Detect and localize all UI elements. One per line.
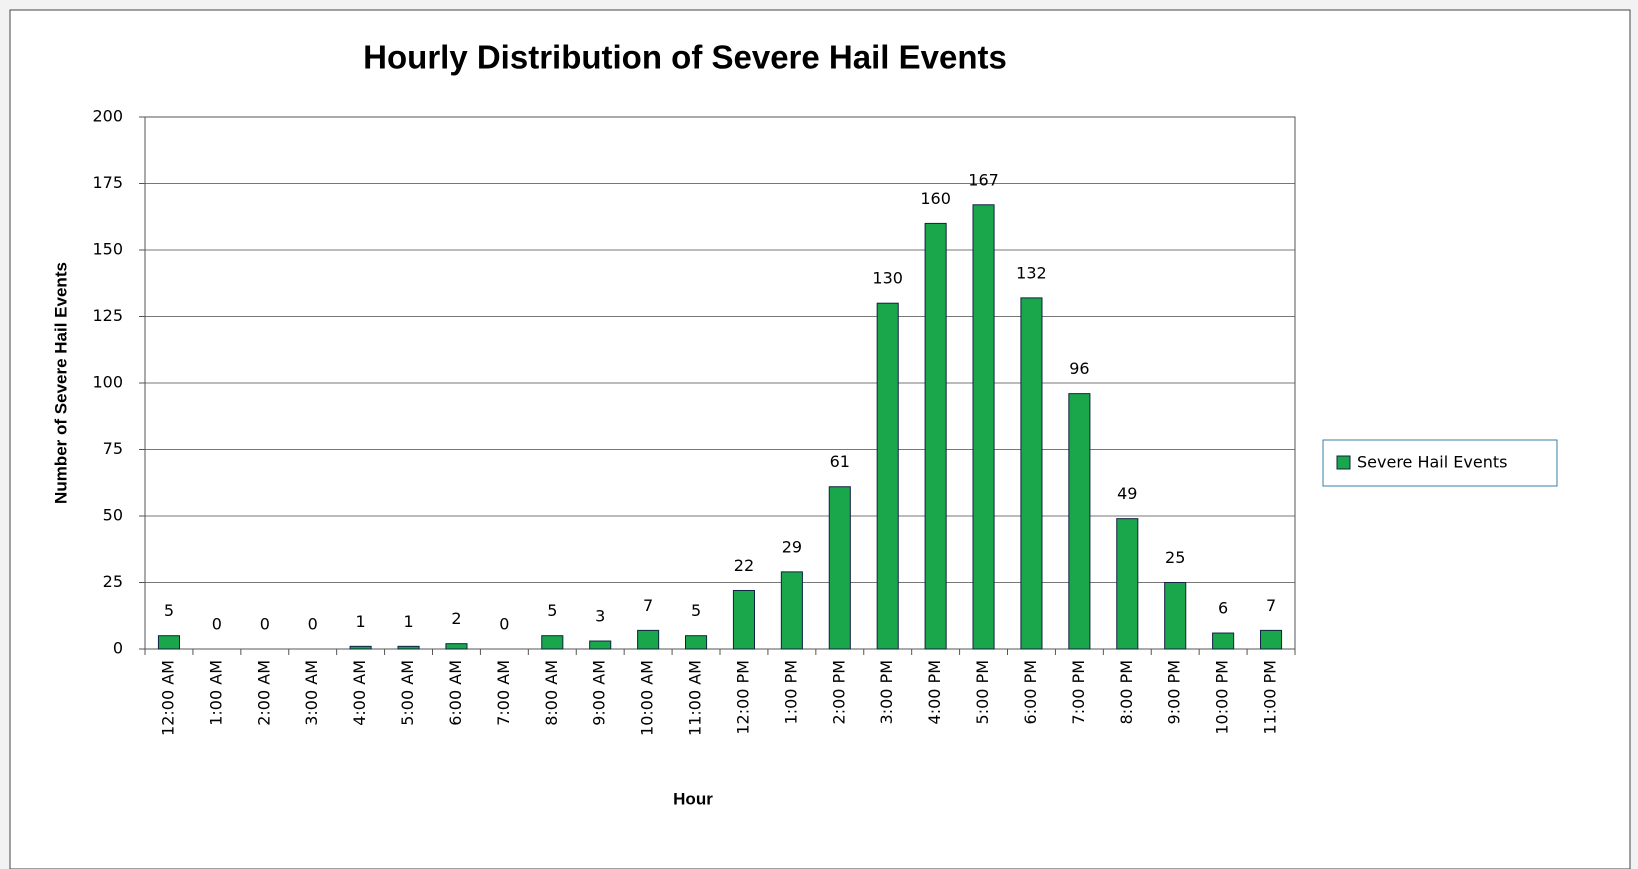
x-tick-label: 9:00 PM bbox=[1165, 660, 1184, 724]
chart-title: Hourly Distribution of Severe Hail Event… bbox=[363, 39, 1007, 76]
data-label: 7 bbox=[1266, 596, 1276, 615]
y-tick-label: 200 bbox=[92, 107, 123, 126]
x-tick-label: 2:00 PM bbox=[829, 660, 848, 724]
data-label: 160 bbox=[920, 189, 951, 208]
y-axis-title: Number of Severe Hail Events bbox=[51, 262, 70, 504]
data-label: 0 bbox=[212, 615, 222, 634]
x-tick-label: 4:00 PM bbox=[925, 660, 944, 724]
bar bbox=[445, 643, 468, 650]
x-tick-label: 7:00 AM bbox=[494, 660, 513, 726]
data-label: 0 bbox=[499, 615, 509, 634]
x-tick-label: 4:00 AM bbox=[350, 660, 369, 726]
bar bbox=[1020, 297, 1043, 650]
data-label: 1 bbox=[403, 612, 413, 631]
y-tick-label: 0 bbox=[113, 639, 123, 658]
bar bbox=[1212, 632, 1235, 650]
x-axis-title: Hour bbox=[673, 789, 713, 808]
y-tick-label: 150 bbox=[92, 240, 123, 259]
bar bbox=[924, 222, 947, 650]
legend-label: Severe Hail Events bbox=[1357, 453, 1507, 472]
x-tick-label: 8:00 AM bbox=[542, 660, 561, 726]
data-label: 7 bbox=[643, 596, 653, 615]
bar bbox=[1164, 582, 1187, 650]
data-label: 0 bbox=[260, 615, 270, 634]
data-label: 6 bbox=[1218, 599, 1228, 618]
x-tick-label: 2:00 AM bbox=[254, 660, 273, 726]
x-tick-label: 1:00 AM bbox=[206, 660, 225, 726]
data-label: 5 bbox=[547, 601, 557, 620]
x-tick-label: 8:00 PM bbox=[1117, 660, 1136, 724]
bar bbox=[685, 635, 708, 650]
legend-box bbox=[1322, 439, 1558, 487]
x-tick-label: 10:00 PM bbox=[1213, 660, 1232, 735]
data-label: 22 bbox=[734, 556, 754, 575]
data-label: 1 bbox=[356, 612, 366, 631]
x-tick-label: 12:00 PM bbox=[733, 660, 752, 735]
bar bbox=[157, 635, 181, 650]
bar bbox=[397, 645, 420, 650]
y-tick-label: 25 bbox=[103, 572, 123, 591]
y-tick-label: 100 bbox=[92, 373, 123, 392]
bar bbox=[1068, 393, 1091, 650]
bar bbox=[349, 645, 372, 650]
y-tick-label: 175 bbox=[92, 173, 123, 192]
data-label: 0 bbox=[308, 615, 318, 634]
x-tick-label: 6:00 AM bbox=[446, 660, 465, 726]
bar bbox=[732, 589, 756, 650]
x-tick-label: 7:00 PM bbox=[1069, 660, 1088, 724]
x-tick-label: 11:00 AM bbox=[686, 660, 705, 736]
bar bbox=[780, 571, 803, 650]
x-tick-label: 3:00 PM bbox=[877, 660, 896, 724]
data-label: 29 bbox=[782, 537, 802, 556]
legend-swatch bbox=[1336, 455, 1351, 470]
data-label: 3 bbox=[595, 607, 605, 626]
data-label: 5 bbox=[691, 601, 701, 620]
data-label: 61 bbox=[830, 452, 850, 471]
x-tick-label: 5:00 PM bbox=[973, 660, 992, 724]
data-label: 49 bbox=[1117, 484, 1137, 503]
y-tick-label: 75 bbox=[103, 439, 123, 458]
data-label: 167 bbox=[968, 170, 999, 189]
data-label: 130 bbox=[872, 269, 903, 288]
data-label: 2 bbox=[451, 609, 461, 628]
bar bbox=[637, 629, 660, 650]
y-tick-label: 50 bbox=[103, 506, 123, 525]
bar bbox=[828, 486, 851, 650]
x-tick-label: 3:00 AM bbox=[302, 660, 321, 726]
x-tick-label: 12:00 AM bbox=[158, 660, 177, 736]
x-tick-label: 1:00 PM bbox=[781, 660, 800, 724]
x-tick-label: 10:00 AM bbox=[638, 660, 657, 736]
x-tick-label: 11:00 PM bbox=[1261, 660, 1280, 735]
data-label: 25 bbox=[1165, 548, 1185, 567]
bar bbox=[589, 640, 612, 650]
bar bbox=[1116, 518, 1139, 650]
x-tick-label: 6:00 PM bbox=[1021, 660, 1040, 724]
bar bbox=[1260, 629, 1283, 650]
bar bbox=[972, 204, 995, 650]
bar bbox=[541, 635, 564, 650]
y-tick-label: 125 bbox=[92, 306, 123, 325]
bar bbox=[876, 302, 899, 650]
data-label: 5 bbox=[164, 601, 174, 620]
data-label: 96 bbox=[1069, 359, 1089, 378]
x-tick-label: 9:00 AM bbox=[590, 660, 609, 726]
x-tick-label: 5:00 AM bbox=[398, 660, 417, 726]
data-label: 132 bbox=[1016, 263, 1047, 282]
